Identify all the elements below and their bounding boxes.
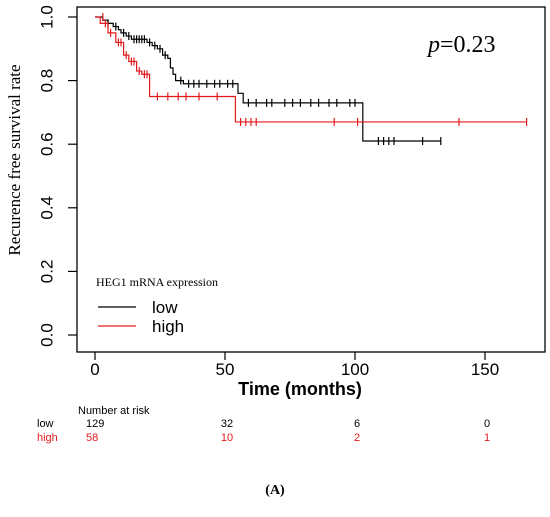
plot-frame <box>76 6 546 353</box>
p-value: =0.23 <box>440 32 496 58</box>
series-line-high <box>95 16 527 123</box>
y-tick-label: 0.8 <box>37 69 56 93</box>
y-axis: 0.0 0.2 0.4 0.6 0.8 1.0 <box>37 5 77 347</box>
x-axis-label: Time (months) <box>238 379 362 399</box>
y-tick-label: 0.0 <box>37 323 56 347</box>
legend: HEG1 mRNA expression low high <box>96 275 218 336</box>
legend-label-high: high <box>152 317 184 336</box>
risk-value: 58 <box>86 432 98 444</box>
risk-table-title: Number at risk <box>78 405 150 417</box>
y-tick-label: 0.4 <box>37 196 56 220</box>
x-axis: 0 50 100 150 <box>90 352 499 379</box>
x-tick-label: 150 <box>471 360 499 379</box>
risk-value: 2 <box>354 432 360 444</box>
y-tick-label: 0.6 <box>37 132 56 156</box>
y-tick-label: 0.2 <box>37 260 56 284</box>
x-tick-label: 100 <box>341 360 369 379</box>
risk-table: Number at risk low 129 32 6 0 high 58 10 2 1 <box>37 405 490 444</box>
p-value-annotation: p=0.23 <box>426 32 496 58</box>
risk-value: 32 <box>221 418 233 430</box>
p-symbol: p <box>426 32 440 58</box>
y-axis-label: Recurence free survival rate <box>5 64 24 255</box>
legend-label-low: low <box>152 298 178 317</box>
risk-value: 1 <box>484 432 490 444</box>
risk-value: 0 <box>484 418 490 430</box>
legend-title: HEG1 mRNA expression <box>96 275 218 289</box>
risk-value: 129 <box>86 418 104 430</box>
x-tick-label: 50 <box>216 360 235 379</box>
panel-label: (A) <box>265 483 285 498</box>
y-tick-label: 1.0 <box>37 5 56 29</box>
x-tick-label: 0 <box>90 360 99 379</box>
risk-value: 10 <box>221 432 233 444</box>
risk-row-label: low <box>37 418 54 430</box>
risk-value: 6 <box>354 418 360 430</box>
risk-row-label: high <box>37 432 58 444</box>
series-layer <box>95 13 528 146</box>
